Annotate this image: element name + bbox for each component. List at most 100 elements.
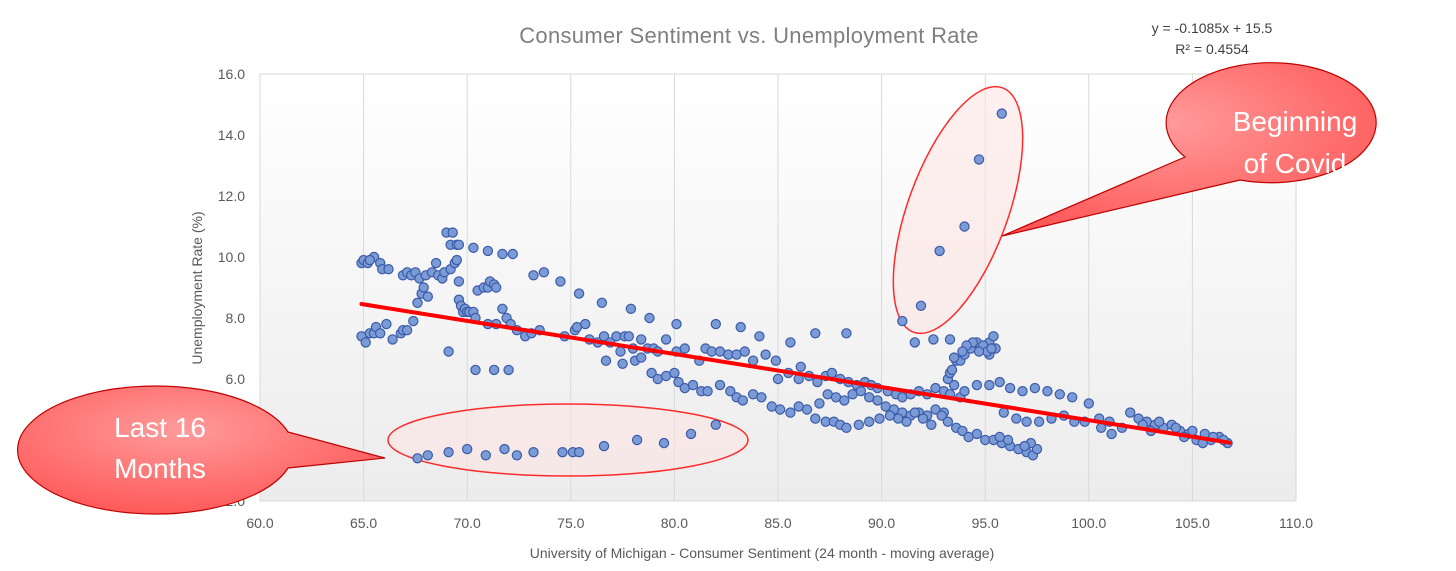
data-point bbox=[957, 346, 968, 357]
data-point bbox=[507, 248, 518, 260]
data-point bbox=[917, 413, 929, 424]
data-point bbox=[528, 447, 539, 458]
data-point bbox=[1066, 392, 1078, 403]
data-point bbox=[631, 434, 643, 446]
data-point bbox=[364, 254, 375, 266]
data-point bbox=[555, 276, 566, 287]
data-point bbox=[944, 334, 956, 345]
data-point bbox=[853, 419, 865, 430]
data-point bbox=[669, 367, 680, 379]
data-point bbox=[468, 242, 479, 253]
data-point bbox=[383, 264, 394, 275]
data-point bbox=[1106, 428, 1117, 440]
data-point bbox=[948, 352, 960, 363]
data-point bbox=[573, 447, 585, 458]
data-point bbox=[864, 416, 875, 427]
data-point bbox=[499, 443, 510, 455]
trend-equation: y = -0.1085x + 15.5 bbox=[1152, 20, 1273, 36]
data-point bbox=[623, 331, 635, 342]
chart-title: Consumer Sentiment vs. Unemployment Rate bbox=[519, 23, 979, 48]
covid-highlight-ellipse bbox=[892, 85, 1024, 335]
data-point bbox=[926, 419, 937, 430]
data-point bbox=[948, 379, 960, 391]
covid-callout: Beginning of Covid bbox=[1001, 62, 1377, 237]
data-point bbox=[503, 364, 514, 376]
data-point bbox=[710, 419, 722, 430]
data-point bbox=[443, 346, 454, 357]
data-point bbox=[488, 364, 500, 376]
covid-callout-bubble bbox=[1001, 62, 1377, 237]
data-point bbox=[957, 425, 968, 437]
data-point bbox=[430, 257, 442, 269]
data-point bbox=[884, 410, 896, 421]
data-point bbox=[994, 431, 1005, 443]
data-point bbox=[685, 428, 697, 440]
data-point bbox=[998, 407, 1010, 418]
data-point bbox=[1019, 440, 1030, 452]
data-point bbox=[801, 404, 813, 415]
data-point bbox=[412, 453, 423, 464]
r-squared: R² = 0.4554 bbox=[1175, 41, 1249, 57]
data-point bbox=[874, 413, 885, 424]
data-point bbox=[453, 239, 465, 250]
data-point bbox=[872, 395, 883, 406]
data-point bbox=[480, 450, 491, 461]
data-point bbox=[447, 227, 458, 238]
y-tick-label: 12.0 bbox=[218, 188, 245, 204]
x-tick-labels: 60.0 65.0 70.0 75.0 80.0 85.0 90.0 95.0 100.0 105… bbox=[246, 515, 1313, 531]
data-point bbox=[984, 379, 995, 391]
data-point bbox=[497, 248, 508, 260]
x-tick-label: 100.0 bbox=[1071, 515, 1106, 531]
x-tick-label: 70.0 bbox=[454, 515, 481, 531]
data-point bbox=[772, 373, 784, 385]
data-point bbox=[795, 361, 807, 372]
data-point bbox=[946, 364, 958, 376]
x-tick-label: 85.0 bbox=[764, 515, 791, 531]
data-point bbox=[687, 379, 699, 391]
data-point bbox=[408, 315, 419, 327]
data-point bbox=[973, 346, 985, 357]
data-point bbox=[673, 376, 684, 388]
data-point bbox=[973, 154, 985, 165]
x-tick-label: 65.0 bbox=[350, 515, 377, 531]
data-point bbox=[470, 364, 481, 376]
data-point bbox=[443, 447, 454, 458]
data-point bbox=[497, 303, 508, 314]
data-point bbox=[1031, 443, 1043, 455]
last16-highlight-ellipse bbox=[387, 403, 749, 477]
data-point bbox=[598, 440, 610, 452]
data-point bbox=[1017, 386, 1028, 397]
data-point bbox=[710, 318, 722, 330]
data-point bbox=[928, 334, 939, 345]
data-point bbox=[839, 395, 850, 406]
data-point bbox=[986, 343, 997, 354]
data-point bbox=[528, 270, 539, 281]
data-point bbox=[959, 221, 970, 232]
data-point bbox=[636, 352, 647, 363]
y-tick-label: 16.0 bbox=[218, 66, 245, 82]
data-point bbox=[660, 334, 672, 345]
x-tick-label: 110.0 bbox=[1279, 515, 1313, 531]
data-point bbox=[412, 297, 423, 308]
data-point bbox=[360, 337, 371, 348]
x-tick-label: 60.0 bbox=[246, 515, 273, 531]
data-point bbox=[1011, 413, 1022, 424]
data-point bbox=[462, 443, 473, 455]
data-point bbox=[714, 379, 726, 391]
last16-callout-line2: Months bbox=[114, 453, 206, 484]
data-point bbox=[646, 367, 657, 379]
data-point bbox=[1029, 382, 1041, 394]
data-point bbox=[596, 297, 608, 308]
data-point bbox=[774, 404, 786, 415]
data-point bbox=[491, 282, 502, 293]
data-point bbox=[644, 312, 655, 324]
covid-callout-line2: of Covid bbox=[1244, 148, 1347, 179]
data-point bbox=[754, 331, 765, 342]
last16-callout-bubble bbox=[17, 385, 386, 515]
data-point bbox=[810, 328, 821, 339]
data-point bbox=[381, 318, 392, 330]
data-point bbox=[988, 331, 999, 342]
data-point bbox=[679, 343, 691, 354]
data-point bbox=[785, 337, 796, 348]
